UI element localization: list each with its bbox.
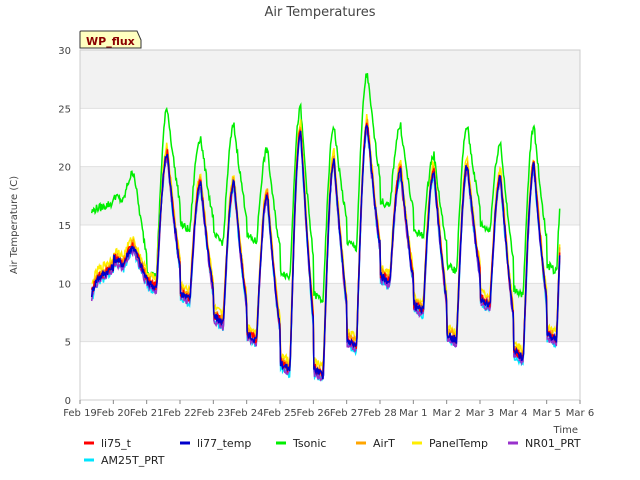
y-tick-label: 30 bbox=[58, 46, 71, 57]
site-tag: WP_flux bbox=[79, 30, 142, 49]
y-tick-label: 10 bbox=[58, 279, 71, 290]
legend-label: AirT bbox=[373, 437, 395, 450]
legend-label: li77_temp bbox=[197, 437, 251, 450]
legend-item-airt: AirT bbox=[356, 437, 395, 450]
x-axis-label: Time bbox=[553, 425, 578, 436]
legend-item-nr01-prt: NR01_PRT bbox=[508, 437, 581, 450]
x-tick-label: Feb 19 bbox=[63, 408, 97, 419]
legend-item-li77-temp: li77_temp bbox=[180, 437, 251, 450]
y-tick-label: 0 bbox=[65, 396, 71, 407]
legend-label: Tsonic bbox=[292, 437, 326, 450]
x-tick-label: Feb 27 bbox=[330, 408, 364, 419]
legend-item-tsonic: Tsonic bbox=[276, 437, 326, 450]
x-tick-label: Mar 2 bbox=[432, 408, 460, 419]
x-tick-label: Feb 21 bbox=[130, 408, 164, 419]
series-line-tsonic bbox=[90, 72, 561, 304]
x-tick-label: Feb 25 bbox=[263, 408, 297, 419]
x-tick-label: Mar 6 bbox=[566, 408, 594, 419]
y-tick-label: 20 bbox=[58, 163, 71, 174]
series-lines bbox=[90, 72, 561, 382]
x-tick-label: Mar 1 bbox=[399, 408, 427, 419]
x-tick-label: Mar 5 bbox=[532, 408, 560, 419]
legend: li75_t li77_temp Tsonic AirT PanelTemp NR01_P… bbox=[84, 437, 581, 467]
grid-band bbox=[80, 50, 580, 109]
x-tick-label: Feb 28 bbox=[363, 408, 397, 419]
y-tick-label: 5 bbox=[65, 338, 71, 349]
legend-item-li75-t: li75_t bbox=[84, 437, 132, 450]
x-tick-label: Feb 26 bbox=[297, 408, 331, 419]
x-tick-label: Feb 24 bbox=[230, 408, 264, 419]
y-tick-label: 25 bbox=[58, 104, 71, 115]
grid-band bbox=[80, 341, 580, 400]
legend-item-am25t-prt: AM25T_PRT bbox=[84, 454, 165, 467]
y-axis-ticks: 0 5 10 15 20 25 30 bbox=[58, 46, 71, 407]
legend-label: li75_t bbox=[101, 437, 132, 450]
y-axis-label: Air Temperature (C) bbox=[9, 176, 20, 274]
x-axis-ticks: Feb 19 Feb 20 Feb 21 Feb 22 Feb 23 Feb 24 Feb … bbox=[63, 400, 594, 419]
grid-band bbox=[80, 225, 580, 284]
chart-title: Air Temperatures bbox=[264, 5, 375, 20]
plot-area-frame bbox=[79, 49, 581, 401]
legend-label: NR01_PRT bbox=[525, 437, 581, 450]
legend-label: PanelTemp bbox=[429, 437, 488, 450]
site-tag-label: WP_flux bbox=[86, 35, 135, 48]
y-tick-label: 15 bbox=[58, 221, 71, 232]
legend-item-paneltemp: PanelTemp bbox=[412, 437, 488, 450]
x-tick-label: Feb 23 bbox=[197, 408, 231, 419]
x-tick-label: Feb 22 bbox=[163, 408, 197, 419]
x-tick-label: Feb 20 bbox=[97, 408, 131, 419]
legend-label: AM25T_PRT bbox=[101, 454, 165, 467]
x-tick-label: Mar 4 bbox=[499, 408, 527, 419]
x-tick-label: Mar 3 bbox=[466, 408, 494, 419]
series-line-li77-temp bbox=[90, 124, 561, 380]
grid-band bbox=[80, 283, 580, 342]
